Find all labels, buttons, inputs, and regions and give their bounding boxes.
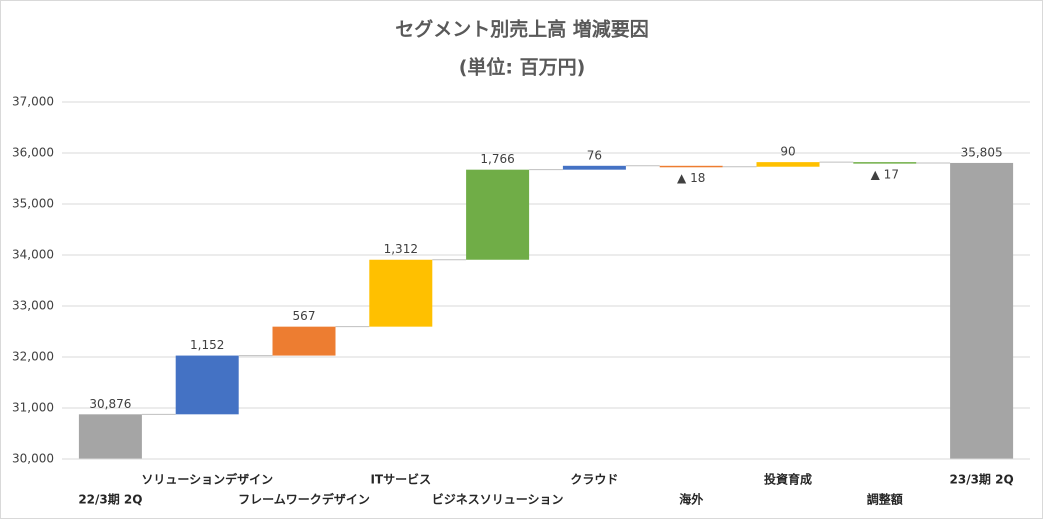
bar (756, 162, 820, 167)
y-tick-label: 33,000 (12, 299, 54, 313)
bar (272, 326, 336, 356)
x-tick-label: フレームワークデザイン (238, 492, 370, 507)
data-label: 90 (780, 145, 795, 159)
chart-title: セグメント別売上高 増減要因 (395, 18, 649, 41)
data-label: 567 (293, 309, 316, 323)
x-tick-label: ビジネスソリューション (432, 492, 564, 507)
x-tick-label: 22/3期 2Q (78, 492, 142, 507)
data-label: 76 (587, 148, 602, 162)
x-tick-label: 調整額 (867, 492, 903, 507)
chart-subtitle: (単位: 百万円) (459, 56, 586, 79)
data-label: 30,876 (89, 397, 131, 411)
bar (950, 162, 1014, 459)
y-tick-label: 31,000 (12, 401, 54, 415)
data-label: ▲ 18 (677, 171, 705, 185)
y-tick-label: 35,000 (12, 197, 54, 211)
x-tick-label: 投資育成 (764, 472, 812, 487)
y-tick-label: 34,000 (12, 248, 54, 262)
x-tick-label: ソリューションデザイン (141, 472, 273, 487)
data-label: 35,805 (961, 145, 1003, 159)
data-label: ▲ 17 (871, 167, 899, 181)
bar (369, 259, 433, 327)
x-tick-label: 23/3期 2Q (950, 472, 1014, 487)
data-label: 1,766 (480, 152, 514, 166)
bar (562, 165, 626, 170)
bar (78, 414, 142, 459)
bar (175, 355, 239, 415)
x-tick-label: 海外 (679, 492, 703, 507)
y-tick-label: 37,000 (12, 95, 54, 109)
bar (853, 162, 917, 164)
y-tick-label: 32,000 (12, 350, 54, 364)
x-tick-label: クラウド (570, 473, 618, 487)
x-tick-label: ITサービス (370, 472, 431, 487)
bar (659, 165, 723, 168)
y-tick-label: 36,000 (12, 146, 54, 160)
data-label: 1,152 (190, 338, 224, 352)
data-label: 1,312 (384, 242, 418, 256)
y-tick-label: 30,000 (12, 452, 54, 466)
bar (466, 169, 530, 260)
